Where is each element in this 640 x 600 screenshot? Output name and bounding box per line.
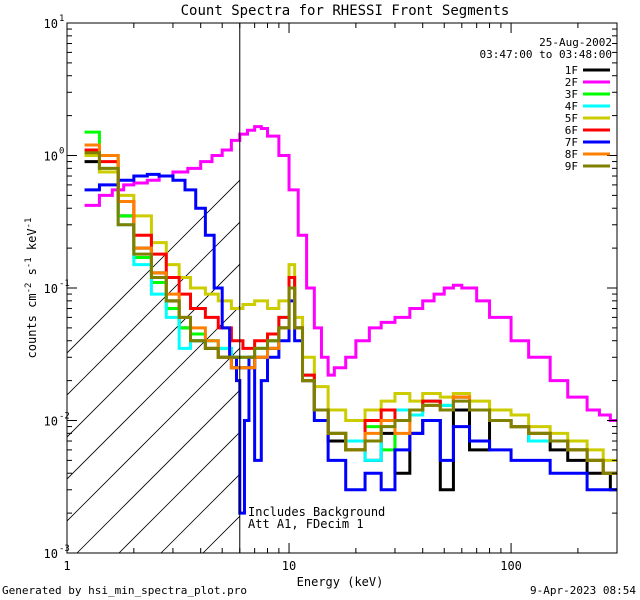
hatched-region xyxy=(67,179,240,553)
legend-label: 3F xyxy=(565,88,578,101)
y-tick-label: 10 xyxy=(44,415,58,429)
chart-title: Count Spectra for RHESSI Front Segments xyxy=(181,3,510,19)
annotation-attenuator: Att A1, FDecim 1 xyxy=(248,517,364,531)
legend-label: 7F xyxy=(565,136,578,149)
y-tick-label-exponent: 1 xyxy=(59,14,64,24)
legend-label: 6F xyxy=(565,124,578,137)
y-tick-label: 10 xyxy=(44,282,58,296)
generated-by-label: Generated by hsi_min_spectra_plot.pro xyxy=(2,584,247,597)
y-tick-label: 10 xyxy=(44,150,58,164)
date-label: 25-Aug-2002 xyxy=(539,36,612,49)
y-axis-label-part: keV xyxy=(25,228,39,257)
series-line-9F xyxy=(84,151,617,475)
y-axis-label-part: -1 xyxy=(24,218,34,229)
y-axis-label-part: counts cm xyxy=(25,293,39,358)
legend-label: 4F xyxy=(565,100,578,113)
hatch-lines xyxy=(67,179,240,553)
legend-label: 2F xyxy=(565,76,578,89)
y-axis-label: counts cm-2 s-1 keV-1 xyxy=(24,218,39,359)
legend-label: 1F xyxy=(565,64,578,77)
plot-timestamp: 9-Apr-2023 08:54 xyxy=(530,584,636,597)
annotation-background: Includes Background xyxy=(248,505,385,519)
legend-label: 5F xyxy=(565,112,578,125)
y-tick-label-exponent: 0 xyxy=(59,147,64,157)
x-tick-label: 10 xyxy=(282,559,296,573)
y-tick-label: 10 xyxy=(44,547,58,561)
y-axis-label-part: -1 xyxy=(24,257,34,268)
series-layer xyxy=(84,125,617,515)
x-tick-label: 100 xyxy=(500,559,522,573)
legend-label: 8F xyxy=(565,148,578,161)
y-tick-label-exponent: -3 xyxy=(59,544,70,554)
series-line-2F xyxy=(84,125,617,422)
x-axis-label: Energy (keV) xyxy=(297,575,384,589)
y-axis-label-part: s xyxy=(25,268,39,282)
y-tick-label-exponent: -1 xyxy=(59,279,70,289)
legend-label: 9F xyxy=(565,160,578,173)
y-tick-label-exponent: -2 xyxy=(59,412,70,422)
x-tick-label: 1 xyxy=(63,559,70,573)
y-tick-label: 10 xyxy=(44,17,58,31)
y-axis-label-part: -2 xyxy=(24,283,34,294)
time-range-label: 03:47:00 to 03:48:00 xyxy=(480,48,612,61)
axis-ticks xyxy=(66,23,618,554)
series-line-7F xyxy=(84,172,617,515)
